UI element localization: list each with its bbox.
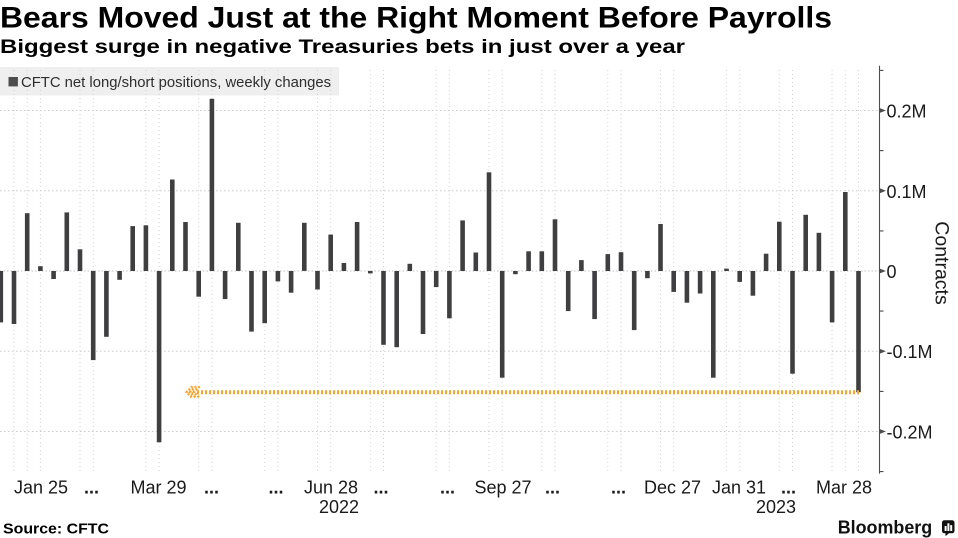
- svg-text:Jan 31: Jan 31: [712, 478, 766, 498]
- svg-text:...: ...: [373, 478, 388, 498]
- svg-text:...: ...: [611, 478, 626, 498]
- svg-text:...: ...: [545, 478, 560, 498]
- svg-text:Bears Moved Just at the Right: Bears Moved Just at the Right Moment Bef…: [0, 2, 832, 35]
- svg-text:Dec 27: Dec 27: [644, 478, 701, 498]
- svg-text:Jan 25: Jan 25: [14, 478, 68, 498]
- svg-text:Mar 28: Mar 28: [816, 478, 872, 498]
- svg-text:2023: 2023: [756, 497, 796, 517]
- svg-text:2022: 2022: [319, 497, 359, 517]
- svg-text:Sep 27: Sep 27: [474, 478, 531, 498]
- svg-text:0.1M: 0.1M: [887, 182, 927, 202]
- svg-text:...: ...: [781, 478, 796, 498]
- svg-text:0: 0: [887, 262, 897, 282]
- svg-text:-0.2M: -0.2M: [887, 423, 933, 443]
- svg-text:Source: CFTC: Source: CFTC: [3, 521, 109, 538]
- svg-text:0.2M: 0.2M: [887, 102, 927, 122]
- svg-text:Mar 29: Mar 29: [130, 478, 186, 498]
- svg-text:Bloomberg: Bloomberg: [838, 517, 933, 537]
- svg-text:Jun 28: Jun 28: [304, 478, 358, 498]
- svg-text:Biggest surge in negative Trea: Biggest surge in negative Treasuries bet…: [0, 36, 686, 58]
- svg-text:Contracts: Contracts: [931, 221, 953, 305]
- svg-text:-0.1M: -0.1M: [887, 342, 933, 362]
- svg-text:...: ...: [268, 478, 283, 498]
- svg-text:...: ...: [84, 478, 99, 498]
- svg-text:...: ...: [204, 478, 219, 498]
- svg-text:...: ...: [440, 478, 455, 498]
- svg-text:CFTC net long/short positions,: CFTC net long/short positions, weekly ch…: [21, 74, 331, 91]
